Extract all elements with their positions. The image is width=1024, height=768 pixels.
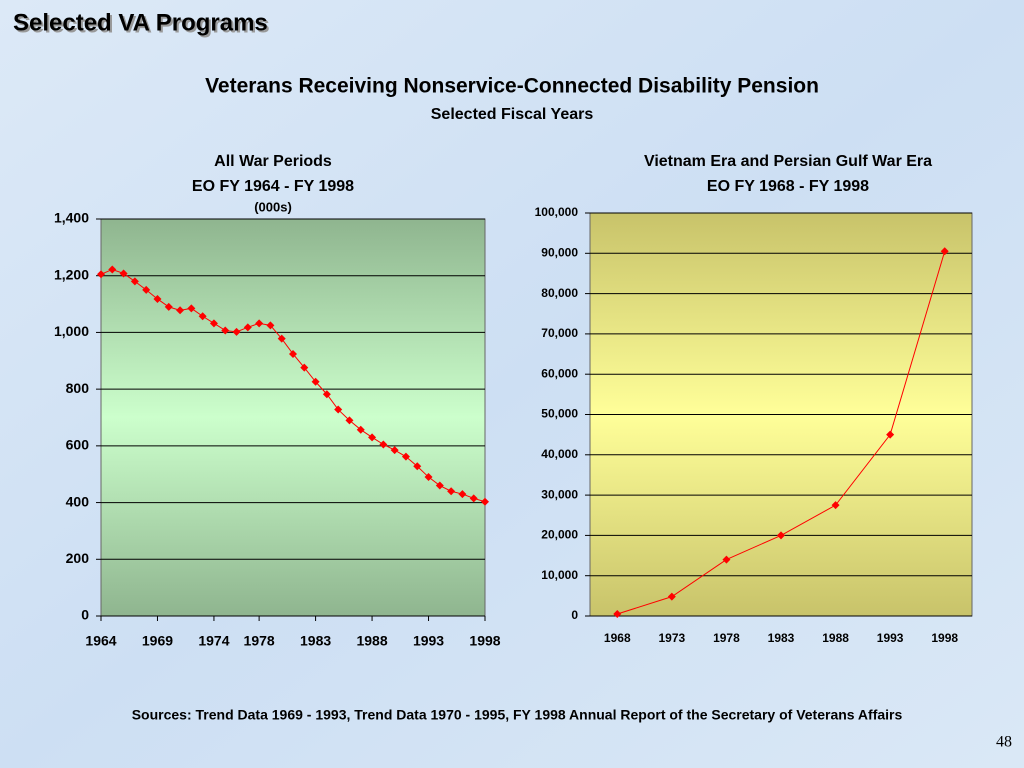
x-tick-label: 1988	[822, 631, 849, 645]
data-point	[108, 265, 117, 274]
chart-title: Vietnam Era and Persian Gulf War Era	[644, 153, 932, 170]
y-tick-label: 400	[66, 493, 90, 509]
data-point	[164, 302, 173, 311]
data-point	[447, 487, 456, 496]
data-point	[722, 555, 731, 564]
y-tick-label: 1,400	[54, 210, 89, 226]
y-tick-label: 800	[66, 380, 90, 396]
data-point	[345, 416, 354, 425]
y-tick-label: 30,000	[541, 487, 578, 501]
data-point	[481, 497, 489, 506]
y-tick-label: 60,000	[541, 366, 578, 380]
x-tick-label: 1993	[877, 631, 904, 645]
data-point	[311, 377, 320, 386]
x-tick-label: 1983	[300, 633, 331, 649]
data-point	[886, 430, 895, 439]
data-point	[119, 269, 128, 278]
x-tick-label: 1983	[768, 631, 795, 645]
y-tick-label: 40,000	[541, 447, 578, 461]
y-tick-label: 600	[66, 437, 90, 453]
data-point	[469, 494, 478, 503]
chart-title: EO FY 1964 - FY 1998	[192, 178, 354, 195]
data-point	[232, 327, 241, 336]
y-tick-label: 100,000	[535, 205, 579, 219]
data-point	[209, 319, 218, 328]
y-tick-label: 90,000	[541, 245, 578, 259]
data-point	[613, 609, 622, 618]
subtitle: Selected Fiscal Years	[431, 106, 594, 123]
y-tick-label: 10,000	[541, 568, 578, 582]
data-point	[243, 323, 252, 332]
x-tick-label: 1968	[604, 631, 631, 645]
unit-label: (000s)	[254, 199, 292, 214]
data-point	[458, 490, 467, 499]
header-shadow: Selected VA Programs	[15, 11, 270, 38]
data-point	[187, 304, 196, 313]
data-point	[142, 285, 151, 294]
chart-title: EO FY 1968 - FY 1998	[707, 178, 869, 195]
chart-title: All War Periods	[214, 153, 332, 170]
data-point	[413, 462, 422, 471]
data-point	[424, 473, 433, 482]
data-point	[289, 349, 297, 358]
y-tick-label: 1,000	[54, 323, 89, 339]
x-tick-label: 1998	[931, 631, 958, 645]
x-tick-label: 1993	[413, 633, 444, 649]
data-point	[667, 592, 676, 601]
data-point	[277, 334, 286, 343]
data-point	[435, 481, 444, 490]
y-tick-label: 0	[571, 608, 578, 622]
data-point	[322, 390, 331, 399]
y-tick-label: 200	[66, 550, 90, 566]
x-tick-label: 1964	[85, 633, 116, 649]
page-number: 48	[996, 734, 1012, 751]
x-tick-label: 1973	[659, 631, 686, 645]
y-tick-label: 1,200	[54, 266, 89, 282]
x-tick-label: 1969	[142, 633, 173, 649]
y-tick-label: 0	[81, 607, 89, 623]
data-point	[334, 405, 343, 414]
x-tick-label: 1978	[713, 631, 740, 645]
data-point	[255, 319, 264, 328]
data-point	[356, 425, 365, 434]
x-tick-label: 1998	[469, 633, 500, 649]
data-point	[831, 501, 840, 510]
data-point	[300, 363, 309, 372]
x-tick-label: 1988	[356, 633, 387, 649]
main-title: Veterans Receiving Nonservice-Connected …	[205, 75, 819, 98]
y-tick-label: 80,000	[541, 286, 578, 300]
data-point	[153, 294, 162, 303]
data-point	[401, 452, 410, 461]
data-point	[390, 446, 399, 455]
data-point	[97, 270, 105, 279]
data-point	[198, 312, 207, 321]
data-point	[368, 433, 377, 442]
x-tick-label: 1978	[244, 633, 275, 649]
y-tick-label: 20,000	[541, 528, 578, 542]
data-point	[379, 440, 388, 449]
x-tick-label: 1974	[198, 633, 229, 649]
data-point	[221, 326, 230, 335]
y-tick-label: 50,000	[541, 407, 578, 421]
data-point	[940, 247, 949, 256]
data-point	[130, 277, 139, 286]
data-point	[176, 306, 185, 315]
y-tick-label: 70,000	[541, 326, 578, 340]
data-point	[266, 321, 275, 330]
header-title: Selected VA Programs	[13, 9, 268, 36]
source-note: Sources: Trend Data 1969 - 1993, Trend D…	[132, 707, 903, 723]
data-point	[777, 531, 785, 540]
plot-area	[100, 218, 486, 617]
